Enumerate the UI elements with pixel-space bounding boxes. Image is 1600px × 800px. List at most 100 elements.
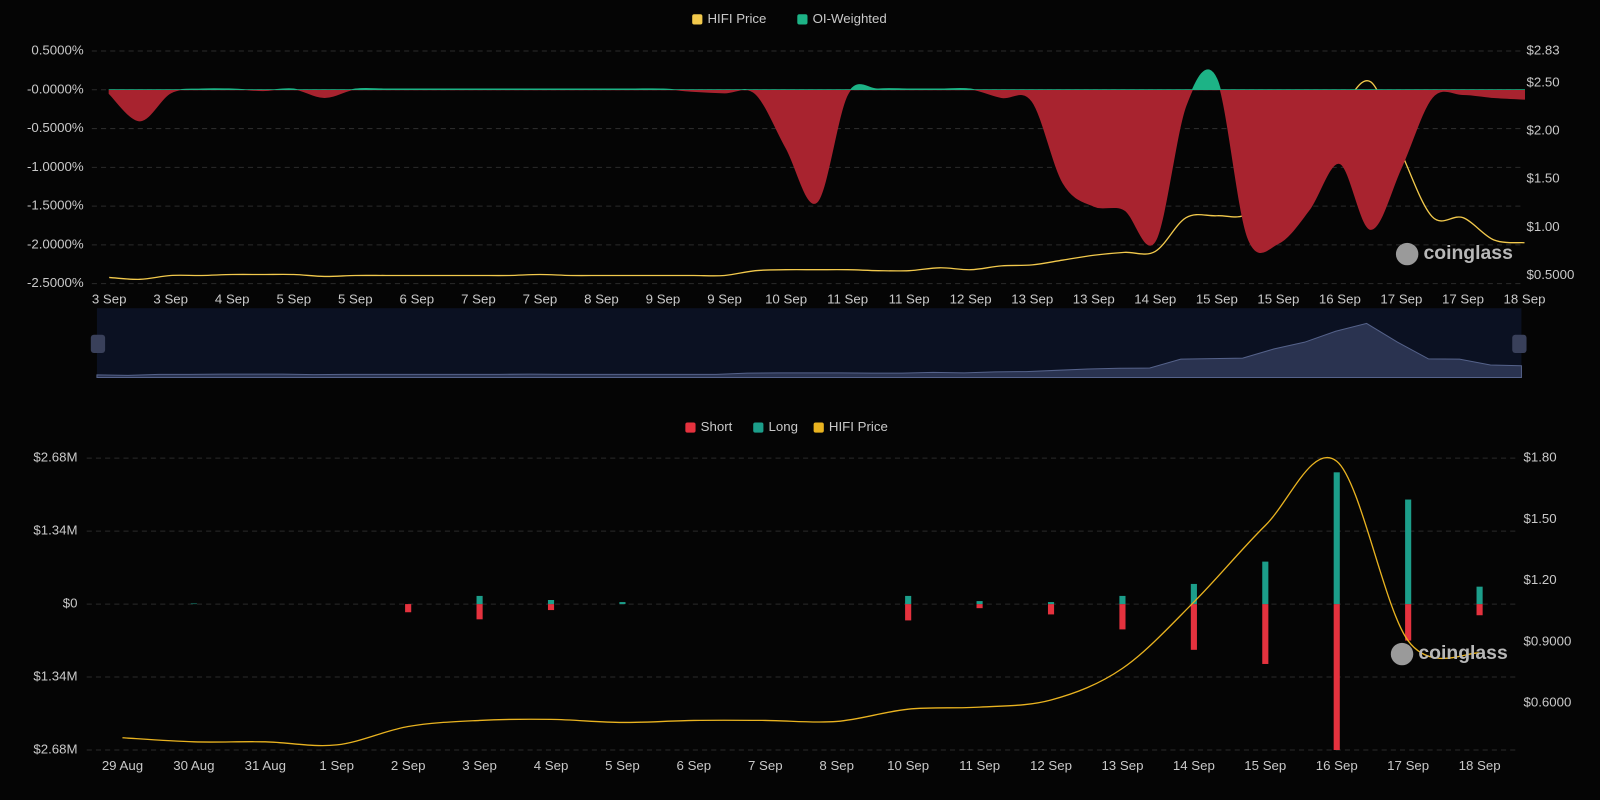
bar [1047, 604, 1055, 615]
bar [1190, 604, 1197, 650]
x-tick-label: 11 Sep [889, 292, 930, 307]
x-tick-label: 13 Sep [1073, 292, 1115, 307]
watermark-text: coinglass [1423, 242, 1512, 264]
y-tick-label: $1.34M [33, 669, 77, 684]
x-tick-label: 10 Sep [887, 758, 929, 773]
navigator-handle[interactable] [1512, 334, 1527, 354]
x-tick-label: 16 Sep [1316, 758, 1358, 773]
y2-tick-label: $1.00 [1527, 219, 1560, 234]
y-tick-label: -1.0000% [27, 159, 84, 174]
x-tick-label: 4 Sep [534, 758, 569, 773]
bar [190, 603, 197, 605]
x-tick-label: 7 Sep [523, 292, 558, 307]
legend-label: HIFI Price [829, 419, 888, 434]
y-tick-label: 0.5000% [31, 43, 84, 58]
bar [1119, 595, 1126, 605]
legend-swatch [753, 422, 764, 433]
x-tick-label: 4 Sep [215, 292, 250, 307]
navigator-area [96, 322, 1522, 379]
x-tick-label: 5 Sep [338, 292, 373, 307]
y2-tick-label: $1.80 [1523, 450, 1556, 465]
funding-area [108, 69, 1525, 253]
legend-label: Short [701, 419, 733, 434]
x-tick-label: 11 Sep [959, 758, 1000, 773]
y2-tick-label: $2.00 [1527, 122, 1560, 137]
y-tick-label: -0.0000% [27, 81, 84, 96]
legend-swatch [797, 14, 808, 25]
x-tick-label: 15 Sep [1196, 292, 1238, 307]
y-tick-label: -2.5000% [27, 275, 84, 290]
bar [405, 604, 412, 613]
x-tick-label: 15 Sep [1244, 758, 1286, 773]
bar [1476, 604, 1483, 616]
x-tick-label: 7 Sep [748, 758, 783, 773]
x-tick-label: 29 Aug [102, 758, 143, 773]
bar [547, 599, 555, 605]
bar [619, 602, 626, 605]
y-tick-label: -2.0000% [27, 236, 84, 251]
x-tick-label: 6 Sep [400, 292, 435, 307]
y-tick-label: -0.5000% [27, 120, 84, 135]
x-tick-label: 11 Sep [827, 292, 868, 307]
bar [1405, 499, 1412, 605]
bar [905, 595, 912, 605]
y2-tick-label: $0.5000 [1527, 267, 1575, 282]
bar [976, 601, 983, 605]
x-tick-label: 17 Sep [1380, 292, 1422, 307]
bar [1476, 586, 1483, 605]
y-tick-label: $2.68M [33, 742, 77, 757]
legend-swatch [685, 422, 696, 433]
legend-label: Long [769, 419, 798, 434]
x-tick-label: 5 Sep [605, 758, 640, 773]
x-tick-label: 14 Sep [1134, 292, 1176, 307]
x-tick-label: 1 Sep [319, 758, 354, 773]
x-tick-label: 7 Sep [461, 292, 496, 307]
x-tick-label: 9 Sep [707, 292, 742, 307]
x-tick-label: 13 Sep [1101, 758, 1143, 773]
x-tick-label: 31 Aug [245, 758, 286, 773]
x-tick-label: 5 Sep [276, 292, 311, 307]
x-tick-label: 18 Sep [1503, 292, 1545, 307]
watermark: coinglass [1390, 642, 1508, 666]
y2-tick-label: $2.50 [1527, 74, 1560, 89]
bar [1190, 583, 1197, 605]
bar [905, 604, 912, 621]
legend-swatch [692, 14, 703, 25]
x-tick-label: 3 Sep [92, 292, 127, 307]
bar [1333, 472, 1340, 605]
x-tick-label: 9 Sep [646, 292, 681, 307]
y2-tick-label: $1.50 [1523, 511, 1556, 526]
y-tick-label: $2.68M [33, 450, 77, 465]
x-tick-label: 18 Sep [1459, 758, 1501, 773]
watermark-text: coinglass [1418, 642, 1507, 664]
bar [1262, 604, 1269, 664]
bar [476, 604, 483, 620]
bar [976, 604, 983, 609]
legend-label: OI-Weighted [813, 11, 887, 26]
x-tick-label: 17 Sep [1442, 292, 1484, 307]
x-tick-label: 13 Sep [1011, 292, 1053, 307]
x-tick-label: 3 Sep [153, 292, 188, 307]
y2-tick-label: $0.6000 [1523, 695, 1571, 710]
x-tick-label: 3 Sep [462, 758, 497, 773]
x-tick-label: 16 Sep [1319, 292, 1361, 307]
x-tick-label: 30 Aug [173, 758, 214, 773]
x-tick-label: 17 Sep [1387, 758, 1429, 773]
legend-label: HIFI Price [708, 11, 767, 26]
x-tick-label: 6 Sep [677, 758, 712, 773]
watermark-icon [1395, 242, 1419, 266]
y-tick-label: $1.34M [33, 523, 77, 538]
bar [1405, 604, 1412, 641]
price-line [122, 457, 1480, 747]
x-tick-label: 14 Sep [1173, 758, 1215, 773]
y-tick-label: -1.5000% [27, 198, 84, 213]
legend-swatch [813, 422, 824, 433]
bar [1047, 602, 1055, 605]
navigator-handle[interactable] [90, 334, 106, 354]
y2-tick-label: $1.50 [1527, 171, 1560, 186]
x-tick-label: 8 Sep [819, 758, 854, 773]
y2-tick-label: $0.9000 [1523, 633, 1571, 648]
bar [547, 604, 555, 611]
bar [476, 595, 483, 605]
